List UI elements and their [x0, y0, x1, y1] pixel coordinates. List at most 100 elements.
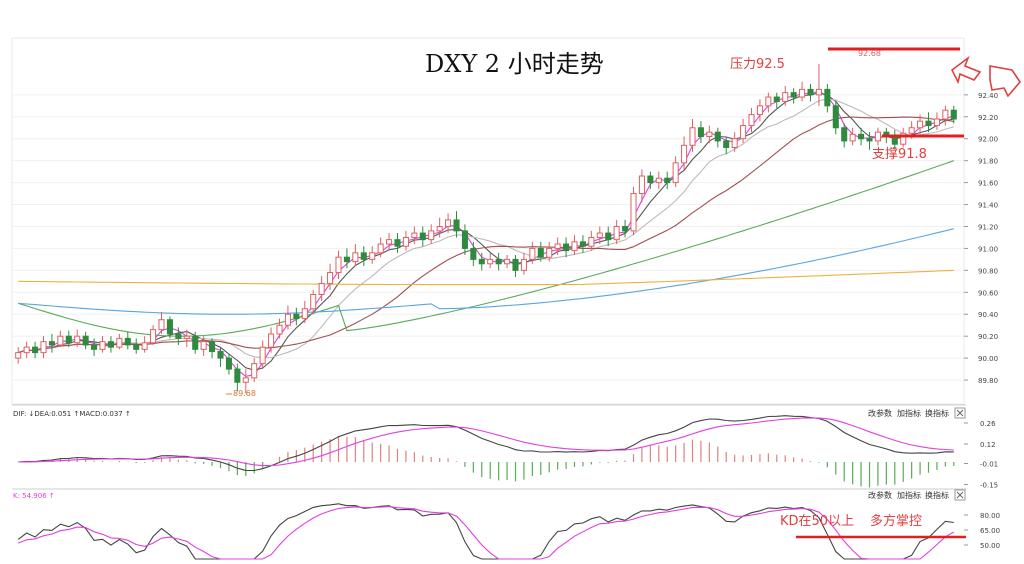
macd-tick-label: 0.12	[980, 441, 996, 449]
macd-close-button[interactable]	[954, 407, 966, 419]
candle-body	[445, 219, 452, 227]
candle-body	[436, 225, 443, 232]
candle-body	[925, 120, 932, 127]
price-tick-label: 90.40	[978, 311, 998, 319]
candle-body	[276, 324, 283, 335]
kd-add-indicator-button[interactable]: 加指标	[897, 490, 921, 500]
candle-body	[478, 258, 485, 265]
candle-body	[917, 120, 924, 129]
candle-body	[605, 232, 612, 241]
candle-body	[259, 346, 266, 365]
candle-body	[192, 335, 199, 350]
candle-body	[782, 92, 789, 102]
candle-body	[141, 342, 148, 350]
price-y-axis: 92.40 92.20 92.00 91.80 91.60 91.40 91.20 91.00…	[964, 92, 998, 385]
candle-body	[815, 88, 822, 96]
candle-body	[512, 258, 519, 271]
kd-close-button[interactable]	[954, 489, 966, 501]
macd-tick-label: -0.15	[980, 482, 998, 490]
candle-body	[369, 252, 376, 260]
candle-body	[622, 225, 629, 232]
candle-body	[773, 96, 780, 102]
kd-tick-label: 80.00	[980, 512, 1000, 520]
candle-body	[40, 341, 47, 354]
candle-body	[200, 341, 207, 350]
macd-dif-line	[18, 415, 954, 472]
candle-body	[23, 346, 30, 354]
candle-body	[318, 283, 325, 295]
candlesticks	[15, 64, 957, 394]
price-tick-label: 90.60	[978, 289, 998, 297]
candle-body	[268, 333, 275, 348]
candle-body	[107, 341, 114, 348]
candle-body	[301, 308, 308, 320]
macd-header: DIF: ↓DEA:0.051 ↑MACD:0.037 ↑	[13, 410, 131, 418]
candle-body	[638, 175, 645, 195]
macd-change-params-button[interactable]: 改参数	[868, 408, 892, 418]
candle-body	[411, 232, 418, 238]
candle-body	[563, 243, 570, 252]
candle-body	[57, 335, 64, 346]
macd-switch-indicator-button[interactable]: 换指标	[925, 408, 949, 418]
candle-body	[697, 127, 704, 138]
price-tick-label: 89.80	[978, 377, 998, 385]
candle-body	[672, 162, 679, 184]
candle-body	[32, 346, 39, 354]
candle-body	[706, 131, 713, 138]
candle-body	[150, 329, 157, 344]
kd-switch-indicator-button[interactable]: 换指标	[925, 490, 949, 500]
price-tick-label: 92.20	[978, 114, 998, 122]
macd-lines	[18, 415, 954, 472]
candle-body	[571, 241, 578, 252]
candle-body	[950, 109, 957, 120]
ma250-line	[18, 269, 954, 286]
candle-body	[832, 105, 839, 129]
price-tick-label: 90.00	[978, 355, 998, 363]
candle-body	[133, 344, 140, 350]
candle-body	[664, 177, 671, 184]
candle-body	[217, 351, 224, 359]
candle-body	[386, 239, 393, 245]
candle-body	[377, 243, 384, 254]
support-label: 支撑91.8	[872, 147, 927, 162]
candle-body	[790, 92, 797, 98]
macd-dea-line	[18, 417, 954, 467]
chart-title: DXY 2 小时走势	[425, 50, 604, 78]
candle-body	[116, 337, 123, 348]
candle-body	[99, 341, 106, 350]
candle-body	[714, 131, 721, 142]
candle-body	[183, 335, 190, 339]
candle-body	[360, 252, 367, 260]
moving-average-lines	[18, 90, 954, 377]
candle-body	[841, 127, 848, 142]
ma5-line	[18, 92, 954, 371]
price-tick-label: 91.00	[978, 245, 998, 253]
candle-body	[546, 247, 553, 258]
candle-body	[723, 140, 730, 149]
kd-d-line	[17, 506, 955, 560]
price-tick-label: 91.60	[978, 180, 998, 188]
candle-body	[284, 313, 291, 326]
price-tick-label: 91.80	[978, 158, 998, 166]
ma120-line	[18, 228, 954, 315]
ma60-line	[18, 160, 954, 337]
candle-body	[537, 247, 544, 258]
candle-body	[613, 225, 620, 241]
candle-body	[335, 256, 342, 274]
ma10-line	[18, 98, 954, 359]
macd-add-indicator-button[interactable]: 加指标	[897, 408, 921, 418]
candle-body	[251, 363, 258, 379]
resistance-label: 压力92.5	[730, 57, 785, 72]
macd-tick-label: 0.26	[980, 420, 996, 428]
candle-body	[731, 138, 738, 149]
candle-body	[74, 335, 81, 344]
candle-body	[874, 131, 881, 142]
candle-body	[461, 230, 468, 249]
kd-note-above-50: KD在50以上	[780, 514, 854, 529]
candle-body	[225, 357, 232, 370]
candle-body	[756, 105, 763, 116]
candle-body	[799, 88, 806, 98]
kd-change-params-button[interactable]: 改参数	[868, 490, 892, 500]
